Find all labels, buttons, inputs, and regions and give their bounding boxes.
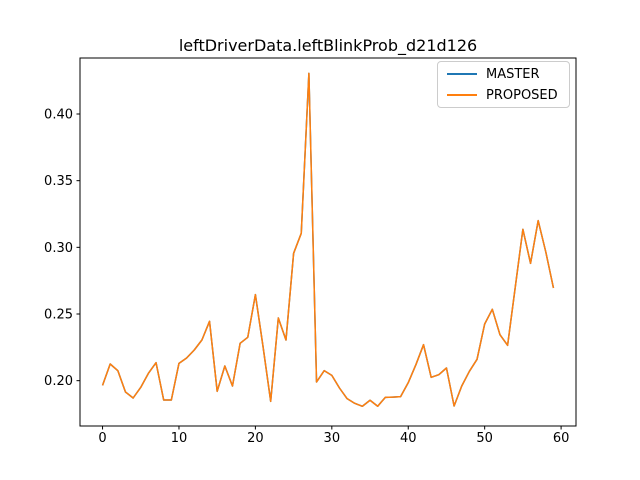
x-tick-label: 40 (400, 431, 417, 446)
y-tick-label: 0.40 (44, 108, 73, 123)
x-tick-label: 50 (476, 431, 493, 446)
y-tick-label: 0.20 (44, 374, 73, 389)
x-tick-label: 60 (553, 431, 570, 446)
legend-item-proposed: PROPOSED (438, 85, 569, 105)
x-tick-label: 10 (171, 431, 188, 446)
chart-title: leftDriverData.leftBlinkProb_d21d126 (178, 36, 478, 55)
x-tick-label: 0 (98, 431, 106, 446)
legend-label-master: MASTER (486, 66, 540, 82)
x-tick-label: 20 (247, 431, 264, 446)
y-tick-label: 0.25 (44, 308, 73, 323)
legend-line-proposed (447, 94, 477, 96)
x-tick-label: 30 (324, 431, 341, 446)
y-tick-label: 0.35 (44, 174, 73, 189)
legend-line-master (447, 73, 477, 75)
legend-label-proposed: PROPOSED (486, 87, 558, 103)
legend-item-master: MASTER (438, 64, 569, 84)
legend-box: MASTER PROPOSED (437, 61, 570, 108)
series-line-proposed (101, 72, 555, 408)
y-tick-label: 0.30 (44, 241, 73, 256)
axes-frame (79, 57, 577, 427)
series-line-master (101, 72, 555, 408)
